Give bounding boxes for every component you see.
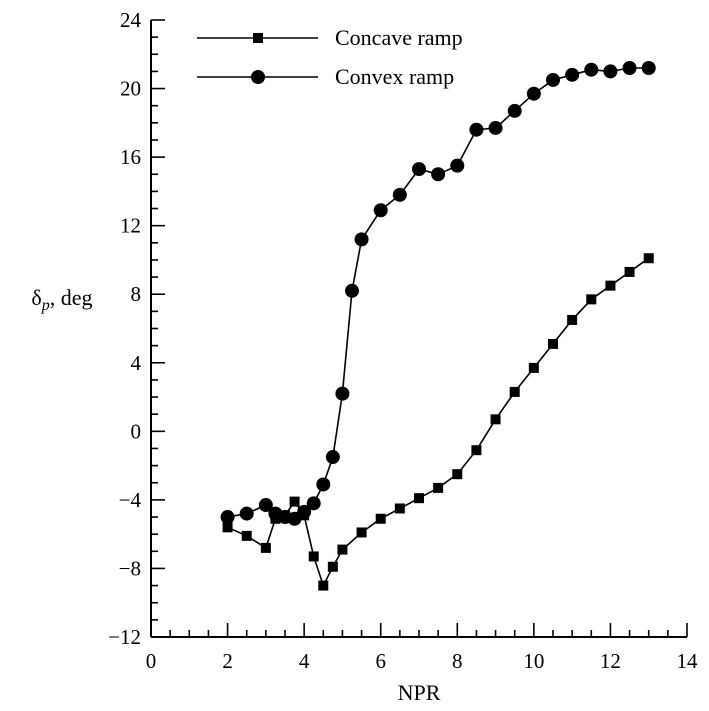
legend-marker-convex [251,70,265,84]
data-point-square [318,580,329,591]
data-point-square [394,503,405,514]
series-layer [220,60,656,591]
data-point-square [490,414,501,425]
series-convex [220,60,656,526]
y-axis-title-subscript: p [41,297,50,314]
data-point-circle [584,62,599,77]
data-point-square [509,386,520,397]
data-point-square [624,266,635,277]
data-point-square [327,561,338,572]
legend-label-convex: Convex ramp [335,64,454,89]
data-point-circle [469,122,484,137]
data-point-circle [488,120,503,135]
data-point-square [433,482,444,493]
data-point-circle [450,158,465,173]
data-point-circle [412,162,426,177]
data-point-circle [546,72,560,87]
y-tick-label: 4 [131,351,142,375]
data-point-circle [306,496,321,511]
series-concave [222,253,654,591]
y-tick-label: 16 [120,145,141,169]
y-tick-label: −12 [108,625,141,649]
data-point-circle [297,504,312,519]
data-point-square [241,530,252,541]
legend-marker-concave [253,33,263,43]
y-axis-title-symbol: δ [31,285,41,310]
data-point-circle [345,283,359,298]
data-point-square [452,469,463,480]
data-point-square [567,314,578,325]
data-point-circle [325,450,340,465]
x-tick-label: 12 [600,649,621,673]
data-point-circle [335,386,350,401]
data-point-square [356,527,367,538]
series-line [227,257,650,588]
data-point-circle [526,86,541,101]
data-point-circle [373,203,388,218]
x-tick-label: 8 [452,649,463,673]
data-point-square [528,362,539,373]
y-tick-label: −8 [119,556,141,580]
data-point-circle [622,60,637,75]
data-point-square [289,496,300,507]
y-axis-title-units: , deg [50,285,93,310]
data-point-circle [431,167,446,182]
x-axis-title: NPR [398,680,441,705]
y-tick-label: 24 [120,8,142,32]
data-point-circle [316,477,331,492]
data-point-circle [603,64,618,79]
data-point-circle [354,232,369,247]
data-point-square [643,253,654,264]
x-tick-label: 2 [222,649,233,673]
legend: Concave ramp Convex ramp [197,25,463,89]
data-point-circle [220,510,235,525]
legend-label-concave: Concave ramp [335,25,463,50]
data-point-circle [239,506,254,521]
x-tick-label: 14 [677,649,699,673]
x-tick-label: 0 [146,649,157,673]
y-tick-label: 8 [131,282,142,306]
series-line [227,67,649,520]
data-point-square [414,493,424,504]
y-tick-label: 0 [131,419,142,443]
data-point-circle [641,60,656,75]
data-point-square [605,280,616,291]
y-tick-label: −4 [119,488,142,512]
data-point-square [375,513,386,524]
data-point-square [586,294,597,305]
data-point-circle [258,498,273,513]
data-point-circle [392,187,407,202]
data-point-circle [565,67,580,82]
x-tick-label: 4 [299,649,310,673]
y-axis-title: δp, deg [31,285,92,314]
data-point-square [337,544,348,555]
data-point-square [308,551,319,562]
data-point-square [471,445,482,456]
data-point-square [222,522,233,533]
y-tick-label: 20 [120,77,141,101]
data-point-square [548,338,558,349]
data-point-circle [507,103,522,118]
axes [150,20,687,638]
data-point-square [260,542,271,553]
x-tick-label: 10 [523,649,544,673]
x-tick-label: 6 [375,649,386,673]
y-tick-label: 12 [120,214,141,238]
